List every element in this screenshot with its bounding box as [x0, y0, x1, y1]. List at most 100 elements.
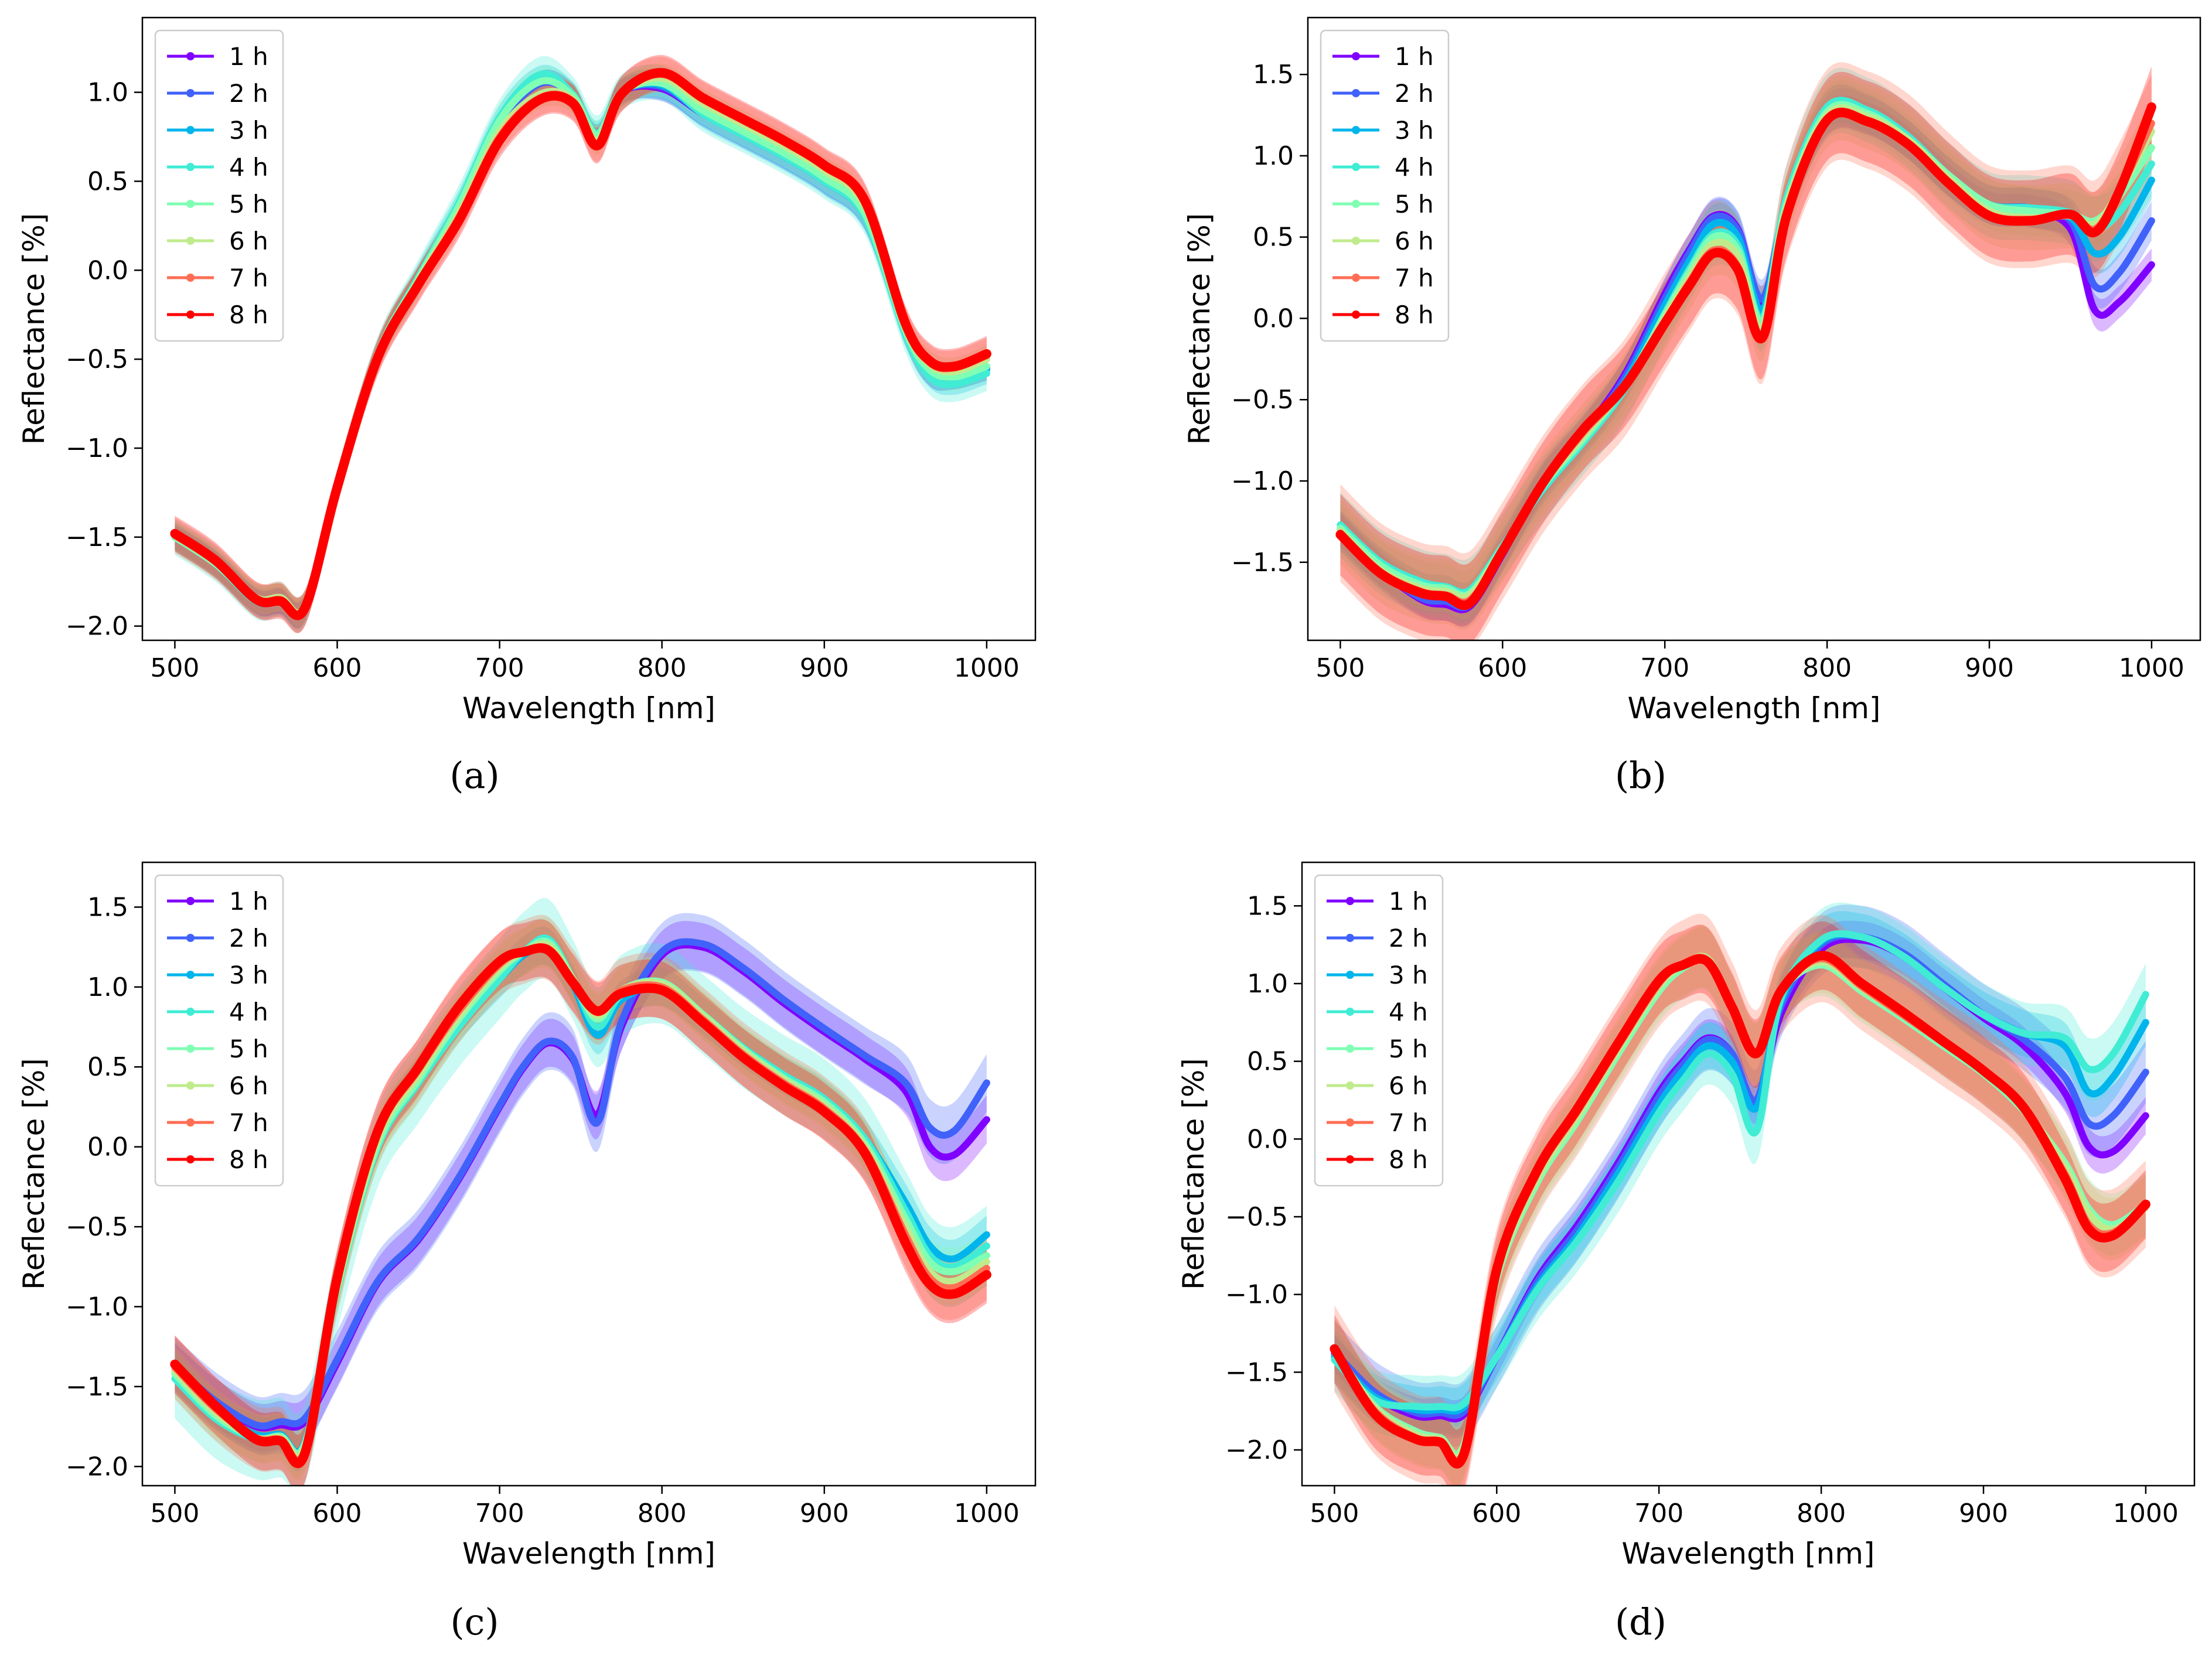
x-tick-label: 700	[1640, 653, 1689, 683]
panel-caption: (c)	[450, 1600, 499, 1643]
legend-label: 7 h	[1389, 1108, 1428, 1137]
legend-item-6h: 6 h	[167, 1071, 268, 1100]
series-band-2h	[1334, 905, 2146, 1447]
legend-item-4h: 4 h	[1327, 998, 1428, 1026]
x-axis-label: Wavelength [nm]	[1628, 691, 1881, 725]
chart-panel-c: 500 600 700 800 900 1000 −2.0 −1.5 −1.0 −0.5 0.0 0.…	[17, 861, 1037, 1643]
series-band-6h	[175, 920, 987, 1481]
y-tick-label: −1.0	[66, 1292, 128, 1322]
series-band-5h	[175, 917, 987, 1478]
y-tick-label: −0.5	[1231, 385, 1294, 415]
legend-label: 6 h	[1389, 1071, 1428, 1100]
legend-label: 7 h	[1395, 264, 1434, 292]
plot-area	[170, 54, 991, 633]
legend-label: 5 h	[229, 190, 268, 219]
y-tick-label: −2.0	[1225, 1435, 1288, 1465]
plot-frame	[1307, 16, 2201, 641]
legend-item-1h: 1 h	[1327, 887, 1428, 916]
series-band-8h	[1340, 66, 2152, 640]
legend-swatch-marker	[1346, 1081, 1354, 1090]
x-tick-label: 600	[313, 1499, 362, 1528]
legend-swatch-marker	[1352, 89, 1360, 97]
y-tick-label: −0.5	[66, 1212, 128, 1242]
legend-swatch-marker	[1346, 971, 1354, 979]
legend-box	[1314, 874, 1444, 1187]
legend-swatch-marker	[186, 163, 195, 171]
legend-label: 3 h	[229, 961, 268, 989]
x-tick-label: 500	[150, 653, 199, 683]
legend-label: 3 h	[229, 116, 268, 145]
panel-caption: (a)	[449, 754, 499, 797]
y-tick-label: 1.0	[1253, 141, 1294, 171]
legend: 1 h 2 h 3 h 4 h 5 h 6 h 7 h 8 h	[154, 874, 284, 1187]
legend-item-8h: 8 h	[167, 1145, 268, 1174]
x-tick-label: 500	[1315, 653, 1365, 683]
legend-label: 2 h	[1389, 924, 1428, 953]
x-tick-label: 700	[475, 653, 524, 683]
legend-item-8h: 8 h	[167, 301, 268, 329]
x-tick-label: 800	[638, 653, 687, 683]
legend-item-6h: 6 h	[1332, 227, 1434, 255]
series-band-8h	[175, 919, 987, 1486]
y-tick-label: −0.5	[1225, 1202, 1288, 1232]
legend-label: 5 h	[229, 1035, 268, 1063]
legend-label: 8 h	[229, 301, 268, 329]
x-tick-label: 1000	[954, 653, 1020, 683]
legend-swatch-marker	[186, 971, 195, 979]
legend-swatch-marker	[186, 126, 195, 134]
y-tick-label: 0.5	[1253, 223, 1294, 252]
legend-label: 3 h	[1395, 116, 1434, 145]
legend: 1 h 2 h 3 h 4 h 5 h 6 h 7 h 8 h	[1320, 29, 1450, 342]
y-tick-label: 1.5	[87, 892, 128, 922]
y-tick-label: 0.5	[87, 1052, 128, 1082]
legend-item-5h: 5 h	[1332, 190, 1434, 219]
y-tick-label: 0.0	[87, 255, 128, 285]
legend: 1 h 2 h 3 h 4 h 5 h 6 h 7 h 8 h	[154, 29, 284, 342]
x-tick-label: 1000	[954, 1499, 1020, 1528]
legend-label: 5 h	[1389, 1035, 1428, 1063]
legend-item-8h: 8 h	[1327, 1145, 1428, 1174]
series-line-8h	[1335, 102, 2156, 610]
legend-swatch-marker	[186, 89, 195, 97]
legend-swatch-marker	[186, 274, 195, 282]
legend-label: 1 h	[229, 42, 268, 71]
plot-area	[170, 897, 991, 1486]
chart-panel-d: 500 600 700 800 900 1000 −2.0 −1.5 −1.0 −0.5 0.0 0.…	[1177, 861, 2196, 1643]
y-tick-label: −0.5	[66, 344, 128, 374]
x-axis-label: Wavelength [nm]	[1622, 1537, 1875, 1571]
legend-swatch-marker	[186, 52, 195, 60]
legend-label: 5 h	[1395, 190, 1434, 219]
series-band-2h	[175, 913, 987, 1455]
legend-label: 2 h	[229, 79, 268, 108]
legend-label: 7 h	[229, 1108, 268, 1137]
legend-swatch-marker	[186, 934, 195, 942]
y-tick-label: 0.5	[87, 166, 128, 196]
legend-label: 1 h	[229, 887, 268, 916]
legend-item-7h: 7 h	[167, 1108, 268, 1137]
y-tick-label: 0.0	[87, 1132, 128, 1162]
y-tick-label: 1.0	[1247, 969, 1288, 999]
y-tick-label: 1.5	[1247, 891, 1288, 921]
y-tick-label: 1.0	[87, 972, 128, 1002]
legend-swatch-marker	[1352, 163, 1360, 171]
legend-item-4h: 4 h	[1332, 153, 1434, 182]
plot-frame	[1301, 861, 2196, 1487]
legend-item-2h: 2 h	[1327, 924, 1428, 953]
legend-label: 8 h	[1395, 301, 1434, 329]
legend-swatch-marker	[1352, 274, 1360, 282]
x-axis-label: Wavelength [nm]	[462, 1537, 715, 1571]
legend-swatch-marker	[1346, 1155, 1354, 1163]
series-line-8h	[1330, 951, 2150, 1469]
series-band-3h	[175, 926, 987, 1472]
legend-box	[154, 874, 284, 1187]
series-band-3h	[1334, 911, 2146, 1435]
series-band-5h	[1334, 927, 2146, 1486]
legend-label: 4 h	[1389, 998, 1428, 1026]
legend-item-4h: 4 h	[167, 153, 268, 182]
plot-area	[1330, 902, 2150, 1486]
legend-swatch-marker	[1346, 934, 1354, 942]
legend-swatch-marker	[1346, 1008, 1354, 1016]
legend-swatch-marker	[186, 200, 195, 208]
series-band-8h	[1334, 921, 2146, 1486]
legend-swatch-marker	[186, 310, 195, 319]
